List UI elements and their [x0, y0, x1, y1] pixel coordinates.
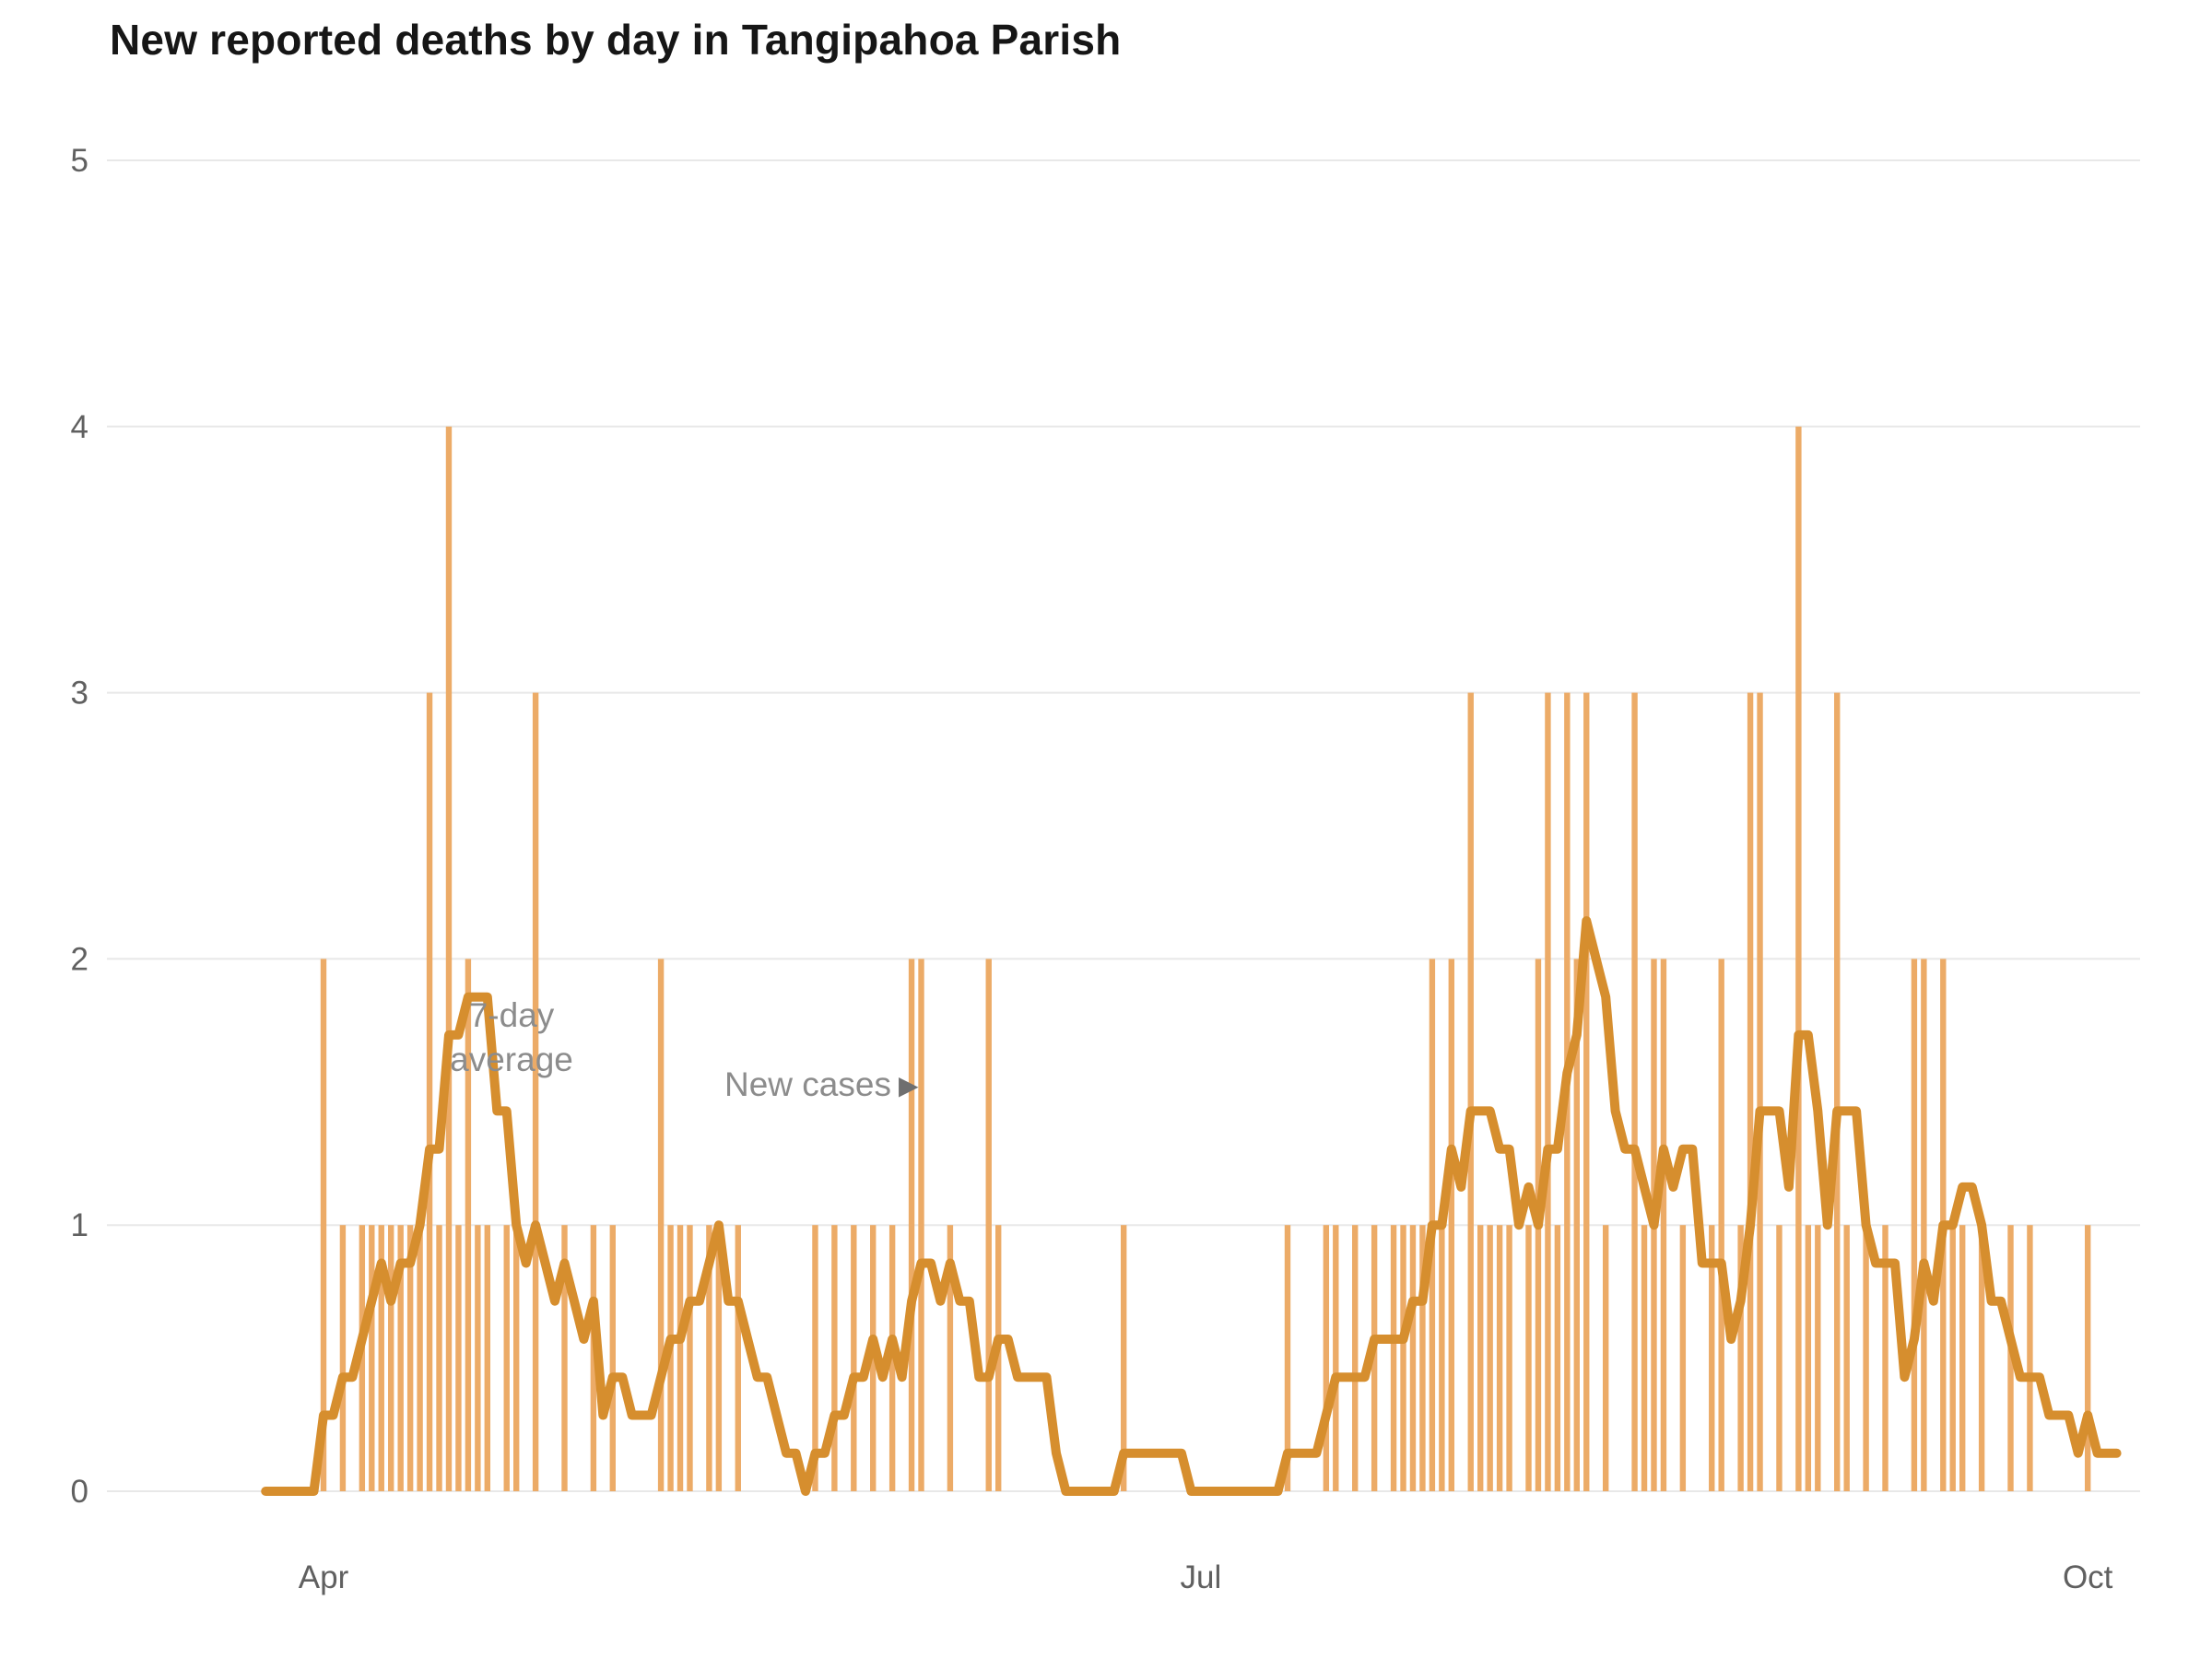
seven-day-average-label-line1: 7-day [468, 996, 555, 1034]
svg-text:4: 4 [71, 409, 88, 445]
svg-text:2: 2 [71, 941, 88, 977]
right-arrow-icon: ▶ [898, 1071, 919, 1100]
seven-day-average-label-line2: average [450, 1041, 573, 1078]
new-cases-label-text: New cases [724, 1065, 891, 1103]
svg-text:5: 5 [71, 143, 88, 179]
svg-text:3: 3 [71, 676, 88, 712]
svg-text:1: 1 [71, 1207, 88, 1243]
svg-text:Apr: Apr [299, 1559, 349, 1595]
svg-text:Oct: Oct [2063, 1559, 2113, 1595]
svg-text:0: 0 [71, 1474, 88, 1510]
chart-title: New reported deaths by day in Tangipahoa… [110, 16, 1122, 64]
new-cases-label: New cases ▶ [724, 1065, 919, 1104]
seven-day-average-label: 7-day average [406, 994, 618, 1082]
svg-text:Jul: Jul [1180, 1559, 1221, 1595]
